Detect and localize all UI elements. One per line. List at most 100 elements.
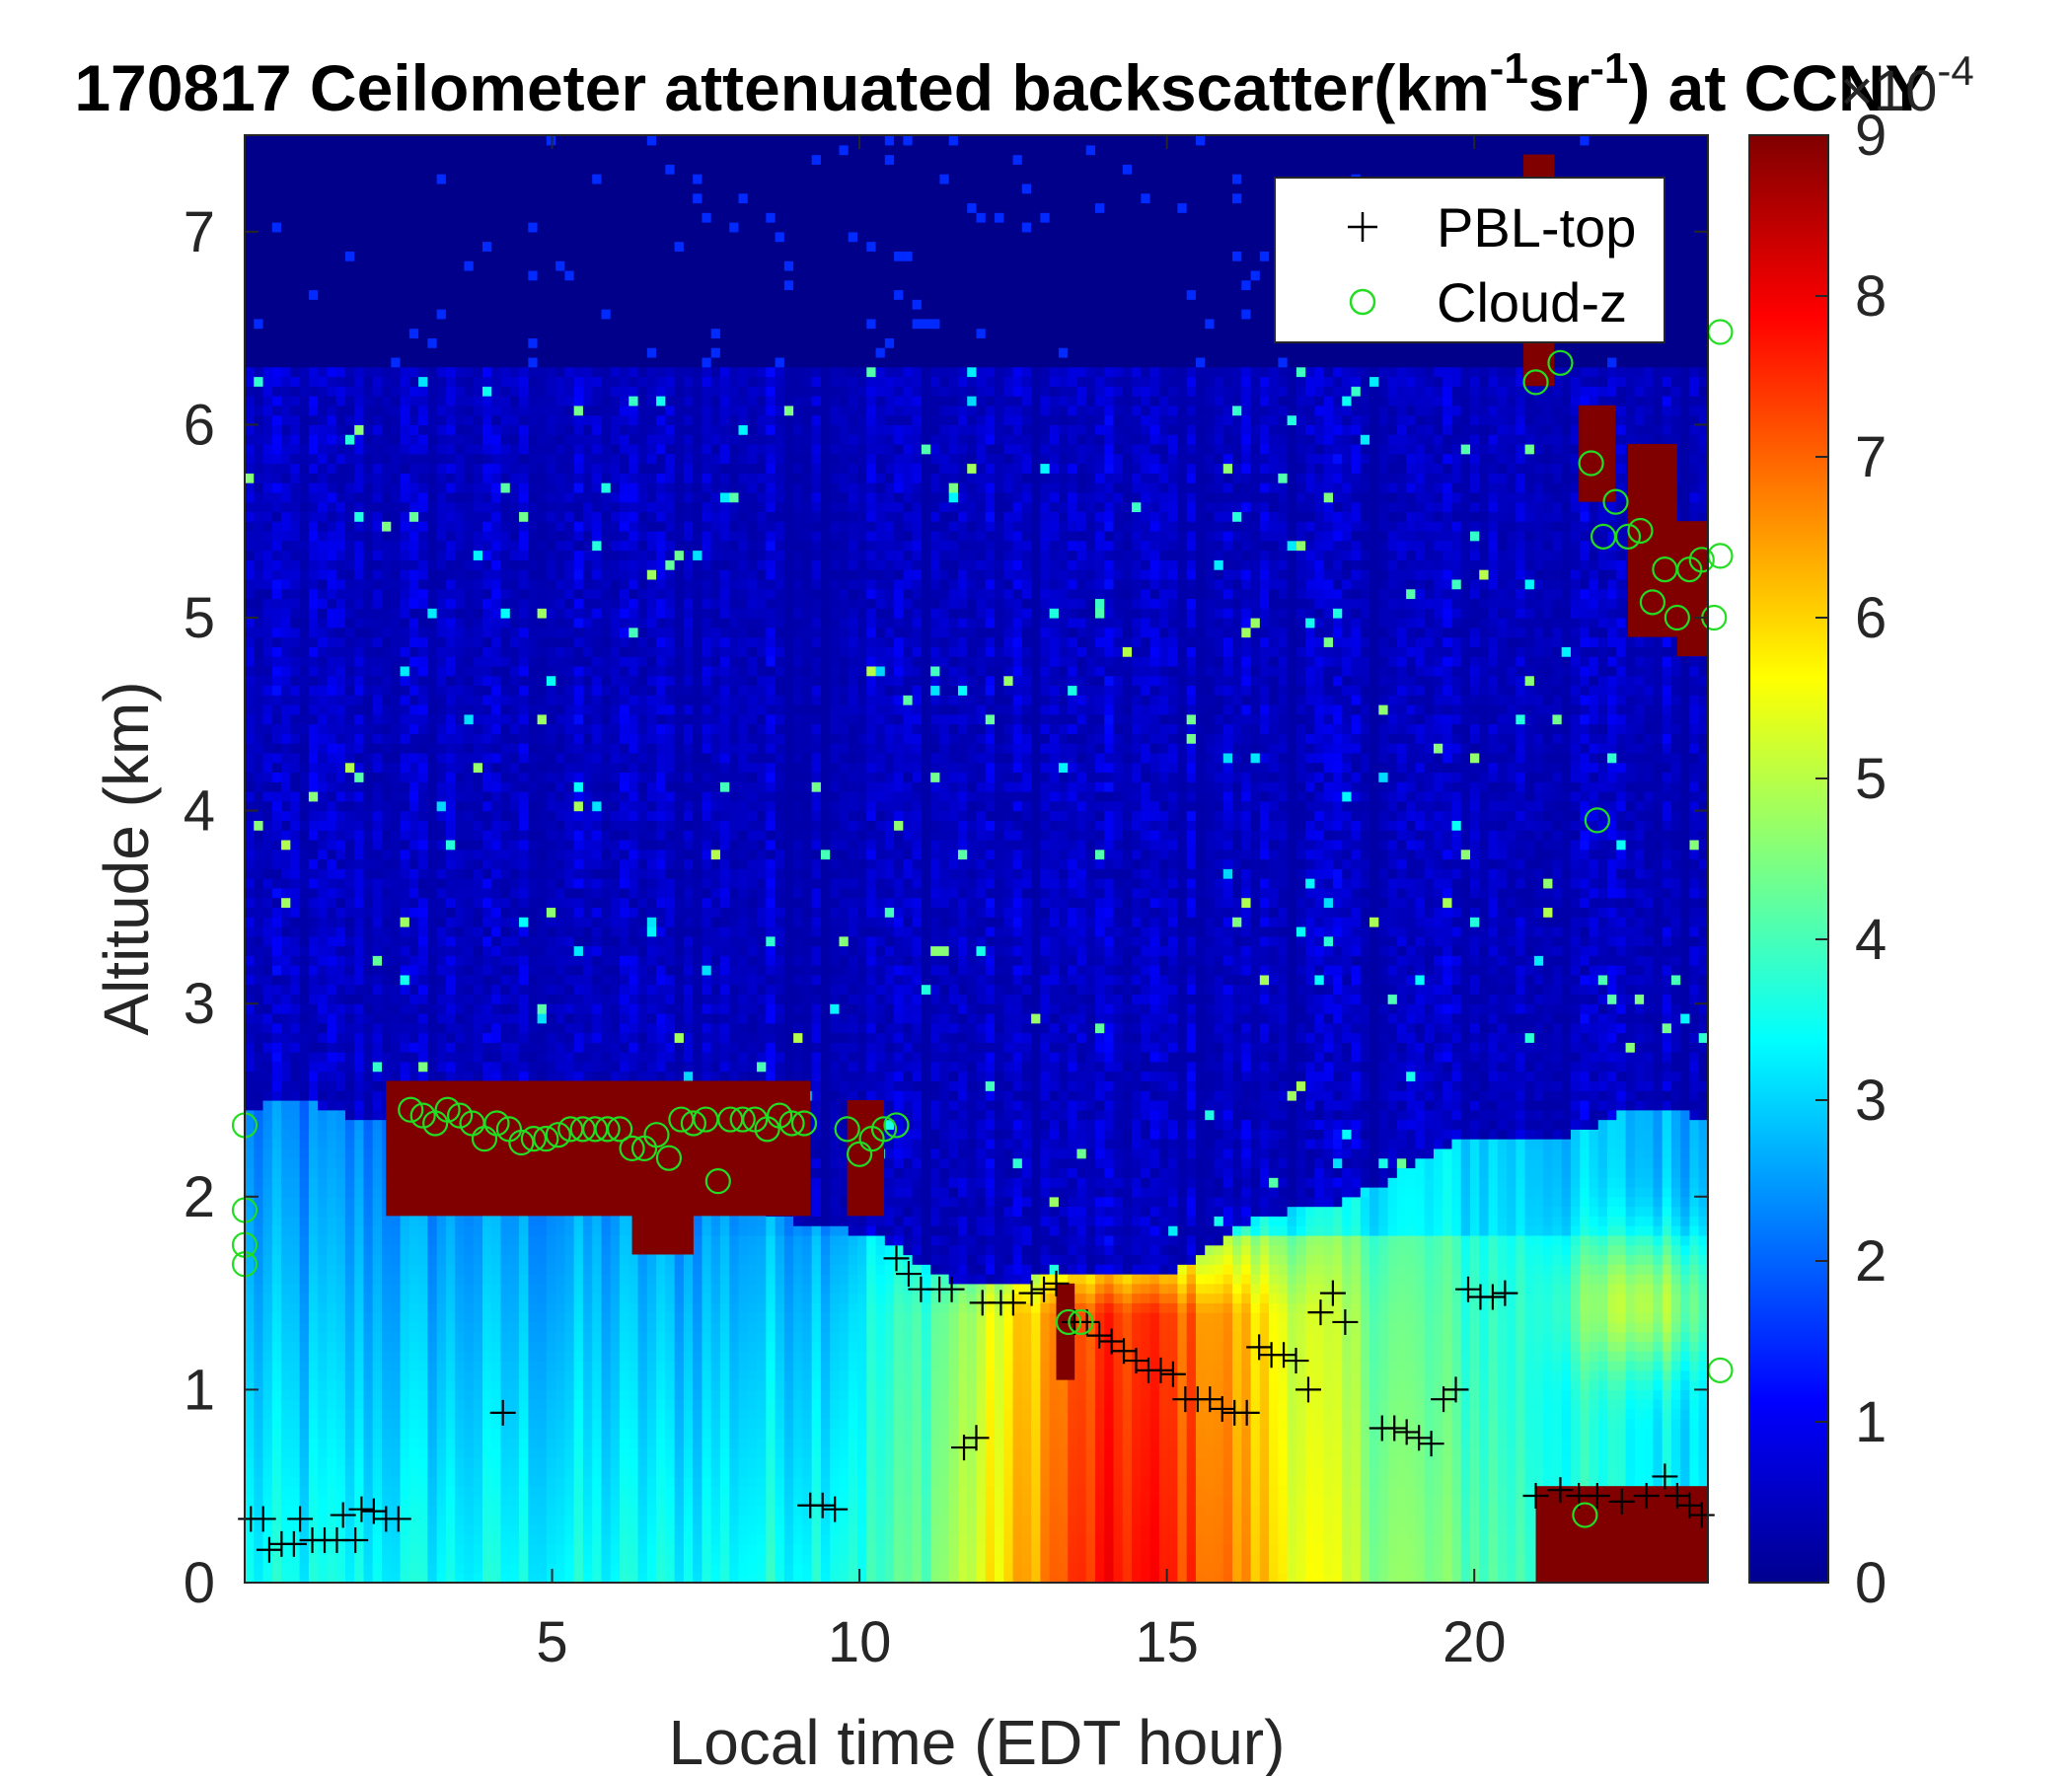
heatmap-cell bbox=[464, 656, 475, 667]
heatmap-cell bbox=[537, 1486, 548, 1497]
heatmap-cell bbox=[318, 1543, 329, 1555]
heatmap-cell bbox=[537, 154, 548, 165]
heatmap-cell bbox=[271, 1283, 282, 1295]
heatmap-cell bbox=[299, 820, 310, 831]
heatmap-cell bbox=[382, 414, 392, 425]
heatmap-cell bbox=[344, 1119, 355, 1130]
heatmap-cell bbox=[335, 328, 346, 338]
heatmap-cell bbox=[271, 994, 282, 1004]
heatmap-cell bbox=[427, 1274, 438, 1285]
heatmap-cell bbox=[354, 559, 365, 570]
heatmap-cell bbox=[445, 443, 456, 455]
heatmap-cell bbox=[473, 868, 483, 879]
heatmap-cell bbox=[318, 1418, 329, 1430]
heatmap-cell bbox=[436, 1563, 447, 1574]
heatmap-cell bbox=[464, 955, 475, 966]
heatmap-cell bbox=[363, 1100, 374, 1111]
heatmap-cell bbox=[481, 820, 492, 831]
heatmap-cell bbox=[427, 608, 438, 619]
heatmap-cell bbox=[528, 1283, 539, 1295]
heatmap-cell bbox=[354, 1553, 365, 1565]
heatmap-cell bbox=[308, 743, 319, 754]
heatmap-cell bbox=[427, 1466, 438, 1478]
heatmap-cell bbox=[528, 1341, 539, 1352]
heatmap-cell bbox=[509, 1264, 520, 1275]
heatmap-cell bbox=[344, 1283, 355, 1295]
heatmap-cell bbox=[427, 965, 438, 976]
heatmap-cell bbox=[281, 1515, 291, 1525]
heatmap-cell bbox=[391, 279, 402, 291]
heatmap-cell bbox=[254, 1042, 264, 1053]
heatmap-cell bbox=[427, 839, 438, 851]
heatmap-cell bbox=[464, 1254, 475, 1265]
heatmap-cell bbox=[335, 974, 346, 986]
heatmap-cell bbox=[372, 1012, 383, 1024]
heatmap-cell bbox=[372, 347, 383, 358]
heatmap-cell bbox=[400, 135, 410, 146]
heatmap-cell bbox=[271, 608, 282, 619]
heatmap-cell bbox=[318, 830, 329, 841]
heatmap-cell bbox=[418, 1408, 428, 1420]
heatmap-cell bbox=[382, 994, 392, 1004]
heatmap-cell bbox=[509, 424, 520, 435]
heatmap-cell bbox=[509, 183, 520, 194]
heatmap-cell bbox=[271, 733, 282, 744]
heatmap-cell bbox=[473, 521, 483, 532]
heatmap-cell bbox=[290, 907, 301, 918]
heatmap-cell bbox=[519, 299, 529, 310]
heatmap-cell bbox=[327, 414, 337, 425]
heatmap-cell bbox=[318, 1302, 329, 1313]
heatmap-cell bbox=[254, 405, 264, 416]
heatmap-cell bbox=[254, 1177, 264, 1188]
heatmap-cell bbox=[308, 1456, 319, 1468]
heatmap-cell bbox=[500, 945, 511, 956]
heatmap-cell bbox=[354, 578, 365, 590]
heatmap-cell bbox=[418, 434, 428, 445]
heatmap-cell bbox=[473, 1573, 483, 1584]
heatmap-cell bbox=[537, 791, 548, 802]
heatmap-cell bbox=[335, 917, 346, 927]
heatmap-cell bbox=[290, 1254, 301, 1265]
heatmap-cell bbox=[318, 1254, 329, 1265]
heatmap-cell bbox=[408, 337, 419, 348]
heatmap-cell bbox=[509, 337, 520, 348]
heatmap-cell bbox=[354, 897, 365, 908]
heatmap-cell bbox=[445, 1438, 456, 1448]
heatmap-cell bbox=[327, 1283, 337, 1295]
heatmap-cell bbox=[354, 675, 365, 687]
heatmap-cell bbox=[491, 578, 502, 590]
heatmap-cell bbox=[500, 491, 511, 503]
heatmap-cell bbox=[299, 356, 310, 368]
heatmap-cell bbox=[418, 424, 428, 435]
heatmap-cell bbox=[344, 473, 355, 483]
heatmap-cell bbox=[308, 1495, 319, 1507]
heatmap-cell bbox=[491, 453, 502, 465]
heatmap-cell bbox=[400, 1379, 410, 1390]
heatmap-cell bbox=[382, 656, 392, 667]
heatmap-cell bbox=[427, 945, 438, 956]
heatmap-cell bbox=[308, 1003, 319, 1014]
heatmap-cell bbox=[427, 887, 438, 899]
heatmap-cell bbox=[354, 1321, 365, 1333]
heatmap-cell bbox=[262, 1071, 273, 1082]
heatmap-cell bbox=[473, 618, 483, 629]
heatmap-cell bbox=[245, 849, 255, 860]
heatmap-cell bbox=[436, 1456, 447, 1468]
heatmap-cell bbox=[290, 1293, 301, 1303]
heatmap-cell bbox=[363, 1418, 374, 1430]
heatmap-cell bbox=[400, 1042, 410, 1053]
heatmap-cell bbox=[418, 501, 428, 513]
heatmap-cell bbox=[308, 164, 319, 175]
heatmap-cell bbox=[290, 569, 301, 580]
heatmap-cell bbox=[354, 733, 365, 744]
heatmap-cell bbox=[546, 1524, 556, 1535]
heatmap-cell bbox=[491, 269, 502, 281]
heatmap-cell bbox=[299, 1157, 310, 1169]
heatmap-cell bbox=[262, 955, 273, 966]
heatmap-cell bbox=[281, 183, 291, 194]
heatmap-cell bbox=[344, 685, 355, 696]
heatmap-cell bbox=[455, 1244, 466, 1256]
heatmap-cell bbox=[354, 1476, 365, 1487]
heatmap-cell bbox=[400, 366, 410, 378]
heatmap-cell bbox=[372, 1456, 383, 1468]
